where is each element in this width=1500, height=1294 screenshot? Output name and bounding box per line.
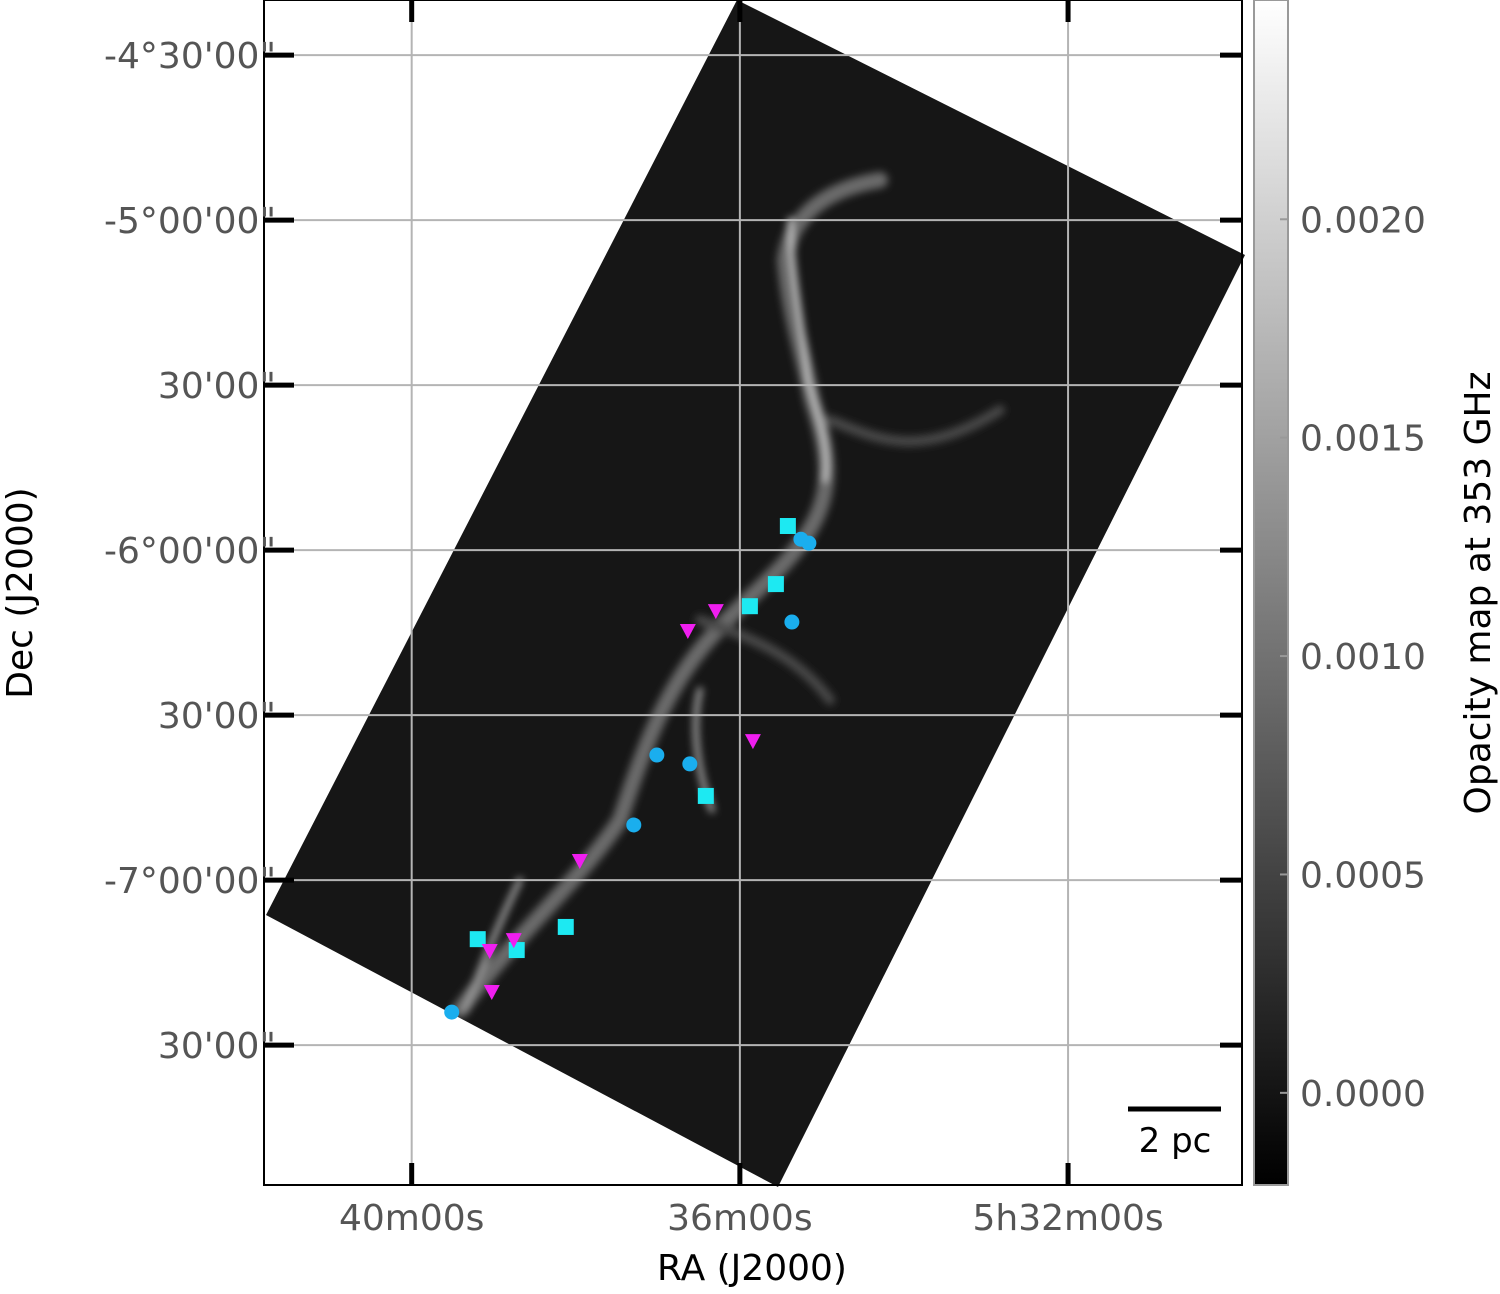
- y-tick-label: -5°00'00": [104, 201, 276, 242]
- marker-triangle: [679, 623, 696, 639]
- scale-bar-label: 2 pc: [1139, 1121, 1212, 1161]
- marker-square: [767, 576, 784, 593]
- y-tick-label: 30'00": [158, 696, 276, 737]
- marker-triangle: [481, 944, 498, 960]
- marker-triangle: [483, 984, 500, 1000]
- colorbar-tick-label: 0.0010: [1300, 637, 1426, 678]
- colorbar: [1253, 0, 1289, 1186]
- marker-square: [469, 931, 486, 948]
- colorbar-tick-label: 0.0015: [1300, 419, 1426, 460]
- x-tick-label: 5h32m00s: [972, 1198, 1163, 1239]
- marker-square: [779, 518, 796, 535]
- marker-triangle: [571, 853, 588, 869]
- marker-square: [557, 918, 574, 935]
- y-tick-label: 30'00": [158, 366, 276, 407]
- colorbar-tick-label: 0.0005: [1300, 855, 1426, 896]
- plot-frame: [263, 0, 1243, 1186]
- grid: [264, 0, 1242, 1185]
- colorbar-tick-label: 0.0020: [1300, 200, 1426, 241]
- y-axis-label: Dec (J2000): [0, 487, 41, 698]
- y-tick-label: -6°00'00": [104, 531, 276, 572]
- x-tick-label: 40m00s: [339, 1198, 484, 1239]
- marker-circle: [626, 817, 642, 833]
- marker-triangle: [707, 604, 724, 620]
- marker-square: [508, 942, 525, 959]
- y-tick-label: -7°00'00": [104, 861, 276, 902]
- marker-circle: [682, 756, 698, 772]
- marker-square: [697, 787, 714, 804]
- x-tick-label: 36m00s: [667, 1198, 812, 1239]
- marker-triangle: [744, 734, 761, 750]
- marker-triangle: [505, 933, 522, 949]
- marker-circle: [801, 535, 817, 551]
- x-axis-label: RA (J2000): [657, 1248, 847, 1289]
- y-tick-label: -4°30'00": [104, 36, 276, 77]
- marker-square: [741, 598, 758, 615]
- marker-circle: [444, 1004, 460, 1020]
- marker-circle: [784, 614, 800, 630]
- y-tick-label: 30'00": [158, 1026, 276, 1067]
- marker-circle: [649, 747, 665, 763]
- colorbar-tick-label: 0.0000: [1300, 1074, 1426, 1115]
- colorbar-label: Opacity map at 353 GHz: [1458, 372, 1499, 815]
